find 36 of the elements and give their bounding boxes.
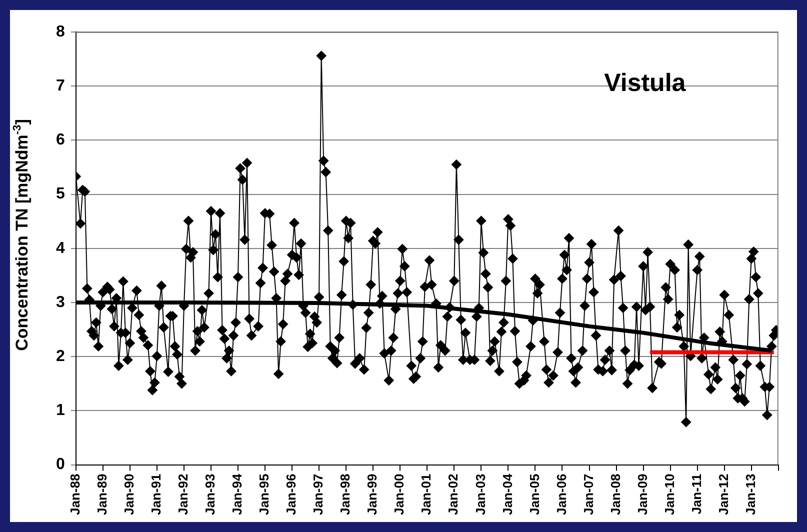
x-tick-label: Jan-07 — [580, 474, 596, 516]
x-tick-label: Jan-00 — [392, 474, 407, 516]
x-tick-label: Jan-97 — [310, 474, 326, 516]
y-tick-label: 7 — [56, 78, 65, 95]
y-tick-label: 1 — [56, 402, 65, 420]
x-tick-label: Jan-12 — [716, 474, 731, 516]
y-tick-label: 6 — [56, 132, 65, 149]
x-tick-label: Jan-90 — [122, 474, 137, 516]
y-tick-label: 0 — [56, 456, 65, 474]
x-tick-label: Jan-95 — [256, 474, 272, 516]
x-tick-label: Jan-03 — [472, 474, 488, 516]
y-tick-label: 5 — [56, 186, 65, 203]
x-tick-label: Jan-89 — [94, 474, 110, 516]
annotation: Vistula — [604, 68, 687, 97]
y-tick-label: 4 — [56, 240, 65, 257]
x-tick-label: Jan-06 — [554, 474, 569, 516]
x-tick-label: Jan-11 — [688, 474, 704, 514]
x-tick-label: Jan-05 — [526, 474, 542, 516]
x-tick-label: Jan-01 — [418, 474, 434, 516]
x-tick-label: Jan-93 — [202, 474, 218, 516]
y-tick-label: 2 — [56, 348, 65, 366]
x-tick-label: Jan-13 — [742, 474, 758, 516]
x-tick-label: Jan-94 — [230, 473, 245, 516]
x-tick-label: Jan-88 — [67, 474, 82, 516]
x-tick-label: Jan-08 — [608, 474, 623, 516]
y-tick-label: 8 — [56, 23, 65, 40]
x-tick-label: Jan-96 — [284, 474, 299, 516]
x-tick-label: Jan-98 — [338, 474, 353, 516]
x-tick-label: Jan-09 — [634, 474, 650, 516]
x-tick-label: Jan-02 — [446, 474, 461, 516]
x-tick-label: Jan-92 — [176, 474, 191, 516]
x-tick-label: Jan-91 — [148, 474, 164, 516]
y-tick-label: 3 — [56, 294, 65, 311]
x-tick-label: Jan-99 — [364, 474, 380, 516]
x-tick-label: Jan-04 — [500, 473, 515, 516]
x-tick-label: Jan-10 — [662, 474, 677, 516]
